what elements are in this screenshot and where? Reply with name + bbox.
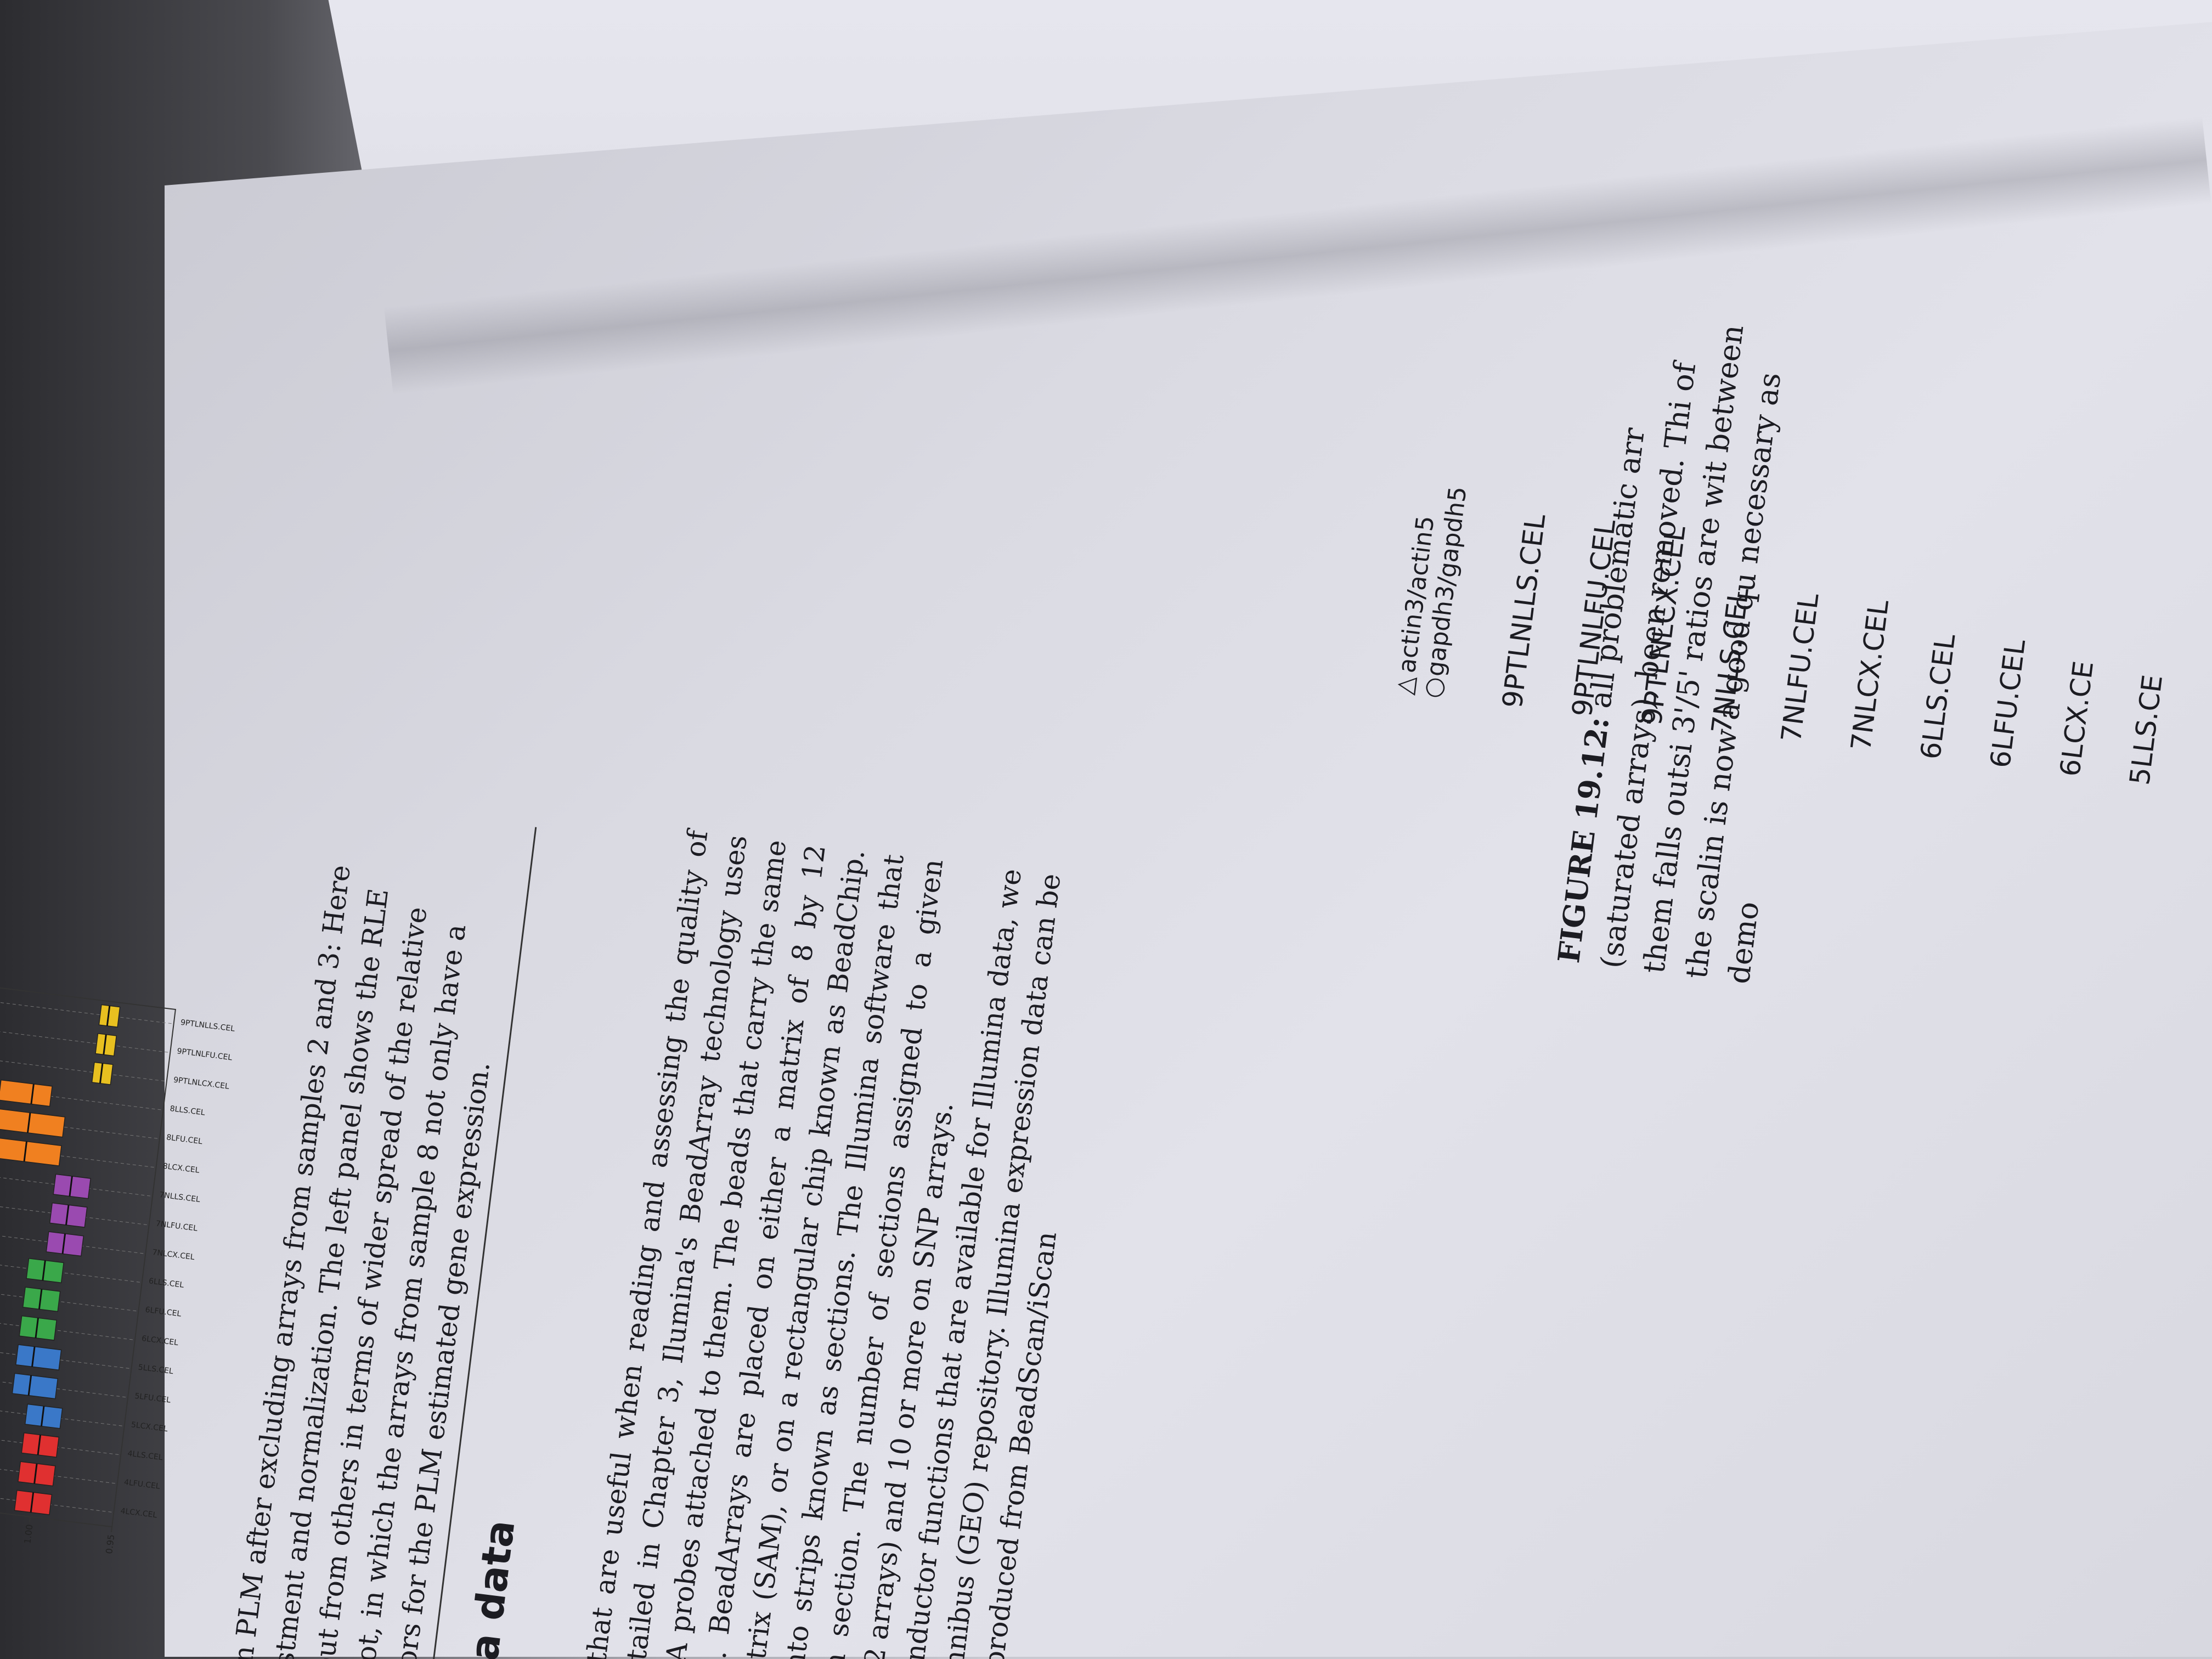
legend: △actin3/actin5 ○gapdh3/gapdh5: [1390, 482, 1473, 700]
category-label: 5LCX.CEL: [131, 1420, 168, 1434]
box: [98, 1004, 121, 1028]
median-line: [30, 1492, 35, 1513]
median-line: [99, 1063, 104, 1084]
category-label: 8LFU.CEL: [166, 1133, 203, 1146]
triangle-icon: △: [1390, 674, 1420, 696]
box: [0, 1108, 66, 1138]
median-line: [61, 1233, 66, 1254]
median-line: [37, 1435, 42, 1455]
category-label: 7NLLS.CEL: [159, 1190, 200, 1204]
box: [26, 1257, 64, 1284]
grid-line: [0, 1396, 125, 1427]
box: [95, 1033, 117, 1057]
box: [24, 1403, 63, 1429]
y-tick-label: 0.95: [104, 1534, 116, 1555]
category-label: 5LLS.CEL: [138, 1363, 174, 1376]
median-line: [65, 1205, 70, 1226]
box: [18, 1461, 56, 1487]
category-label: 9PTLNLLS.CEL: [180, 1018, 235, 1034]
grid-line: [0, 1280, 139, 1312]
plot-frame: [0, 1648, 94, 1659]
median-line: [35, 1318, 39, 1339]
left-page-content: 660 Statistics and Data Analysis for Mic…: [0, 697, 1135, 1659]
median-line: [26, 1113, 31, 1133]
box: [0, 1079, 53, 1107]
category-label: 8LCX.CEL: [162, 1162, 200, 1175]
grid-line: [0, 1223, 146, 1254]
grid-line: [0, 1051, 167, 1082]
plot-frame: [0, 979, 176, 1528]
circle-icon: ○: [1418, 675, 1449, 700]
category-label: 6LLS.CEL: [148, 1277, 184, 1290]
median-line: [106, 1006, 111, 1026]
category-label: 5LFU.CEL: [134, 1392, 171, 1405]
box: [12, 1373, 59, 1400]
box: [49, 1202, 88, 1228]
category-label: 6LFU.CEL: [145, 1306, 182, 1319]
median-line: [38, 1289, 43, 1310]
grid-line: [0, 1453, 117, 1484]
grid-line: [0, 1367, 128, 1398]
rle-plot: 4LCX.CEL4LFU.CEL4LLS.CEL5LCX.CEL5LFU.CEL…: [0, 1648, 94, 1659]
median-line: [23, 1141, 28, 1162]
category-label: 4LLS.CEL: [127, 1449, 163, 1463]
box: [19, 1315, 58, 1341]
grid-line: [0, 1424, 121, 1455]
grid-line: [0, 1482, 114, 1513]
grid-line: [0, 1338, 132, 1369]
y-tick-label: 1.00: [22, 1523, 35, 1544]
median-line: [69, 1176, 73, 1197]
box: [0, 1137, 62, 1166]
median-line: [31, 1346, 36, 1367]
category-label: 7NLCX.CEL: [152, 1248, 195, 1262]
median-line: [30, 1084, 35, 1104]
category-label: 4LFU.CEL: [123, 1478, 161, 1491]
median-line: [27, 1375, 32, 1396]
grid-line: [0, 1310, 135, 1340]
median-line: [42, 1260, 46, 1281]
category-label: 9PTLNLCX.CEL: [173, 1076, 230, 1091]
box: [15, 1344, 62, 1371]
box: [21, 1432, 60, 1458]
box: [22, 1286, 61, 1312]
box: [14, 1489, 53, 1515]
grid-line: [0, 993, 174, 1024]
grid-line: [0, 1022, 171, 1053]
median-line: [103, 1034, 107, 1055]
left-page: [165, 22, 2212, 1657]
category-label: 6LCX.CEL: [141, 1334, 179, 1347]
category-label: 8LLS.CEL: [170, 1104, 206, 1118]
box: [91, 1062, 114, 1085]
median-line: [40, 1406, 45, 1426]
grid-line: [0, 1252, 142, 1283]
median-line: [33, 1463, 38, 1484]
category-label: 7NLFU.CEL: [155, 1219, 198, 1233]
grid-line: [0, 1166, 153, 1197]
box: [46, 1231, 84, 1257]
y-tick: [110, 1526, 113, 1533]
grid-line: [0, 1194, 149, 1226]
right-caption-text: all problematic arr (saturated arrays), …: [1582, 323, 1788, 986]
body-text: In this section, we will discuss some fu…: [493, 828, 1110, 1659]
category-label: 4LCX.CEL: [120, 1506, 158, 1520]
category-label: 9PTLNLFU.CEL: [177, 1047, 233, 1062]
box: [53, 1173, 92, 1199]
nuse-plot: 0.951.001.051.104LCX.CEL4LFU.CEL4LLS.CEL…: [0, 979, 235, 1555]
